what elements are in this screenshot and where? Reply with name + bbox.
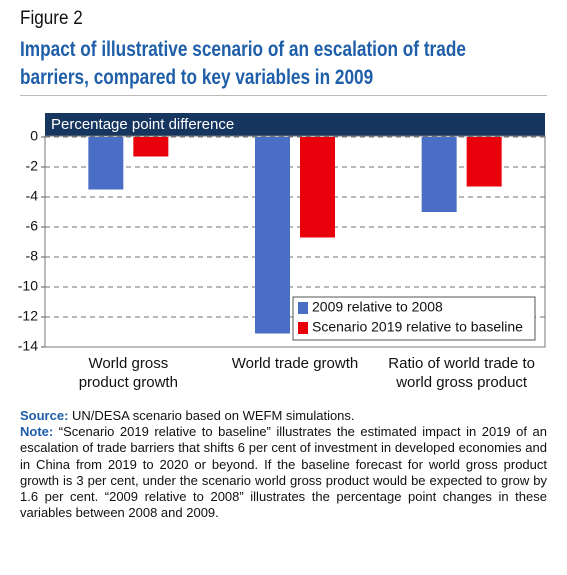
legend-swatch (298, 302, 308, 314)
x-tick-label: World gross product growth (78, 355, 178, 391)
note-label: Note: (20, 424, 54, 440)
bar (421, 137, 457, 212)
y-axis-label: Percentage point difference (51, 116, 234, 133)
title-rule (20, 95, 547, 96)
axis-label-band (45, 113, 545, 136)
y-tick-label: -12 (18, 308, 38, 324)
y-tick-label: -14 (18, 338, 38, 354)
bar (133, 137, 169, 157)
bar (466, 137, 502, 187)
chart-title: Impact of illustrative scenario of an es… (20, 38, 466, 89)
note: Note: “Scenario 2019 relative to baselin… (20, 424, 547, 521)
notes: Source: UN/DESA scenario based on WEFM s… (20, 408, 547, 521)
y-tick-label: -2 (26, 158, 39, 174)
source: Source: UN/DESA scenario based on WEFM s… (20, 408, 547, 424)
legend-label: 2009 relative to 2008 (312, 299, 443, 315)
plot-frame (44, 135, 546, 348)
x-tick-label: Ratio of world trade to world gross prod… (388, 355, 536, 391)
y-tick-label: -6 (26, 218, 39, 234)
x-tick-label: World trade growth (231, 355, 359, 372)
y-tick-label: 0 (30, 128, 38, 144)
bar (300, 137, 335, 238)
y-tick-label: -8 (26, 248, 39, 264)
y-tick-label: -10 (18, 278, 38, 294)
y-tick-label: -4 (26, 188, 39, 204)
bar (255, 137, 290, 334)
legend-swatch (298, 322, 308, 334)
source-text: UN/DESA scenario based on WEFM simulatio… (72, 408, 355, 423)
bar (88, 137, 124, 190)
legend-label: Scenario 2019 relative to baseline (312, 319, 523, 335)
legend-box (292, 296, 536, 341)
figure-label: Figure 2 (20, 8, 83, 29)
source-label: Source: (20, 408, 69, 423)
note-text: “Scenario 2019 relative to baseline” ill… (20, 424, 547, 521)
